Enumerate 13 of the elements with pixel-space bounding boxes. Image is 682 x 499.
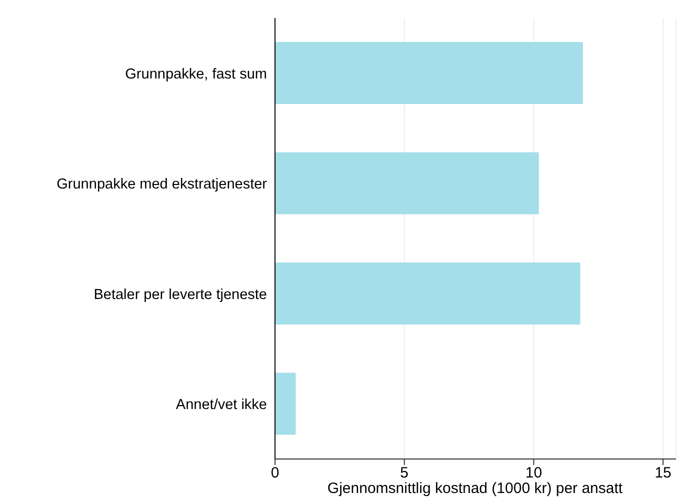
x-tick-label: 15 xyxy=(654,464,672,482)
bar xyxy=(275,42,583,104)
x-tick-label: 5 xyxy=(400,464,409,482)
bar xyxy=(275,372,296,435)
y-tick-label: Betaler per leverte tjeneste xyxy=(94,286,267,303)
bar xyxy=(275,262,580,324)
y-tick-label: Grunnpakke, fast sum xyxy=(125,66,267,82)
x-axis-title: Gjennomsnittlig kostnad (1000 kr) per ansatt xyxy=(326,480,624,497)
y-tick-label: Grunnpakke med ekstratjenester xyxy=(56,176,268,193)
x-tick-label: 10 xyxy=(525,464,542,482)
bar xyxy=(275,152,539,214)
y-tick-label: Annet/vet ikke xyxy=(176,397,267,414)
x-tick-label: 0 xyxy=(270,464,280,482)
